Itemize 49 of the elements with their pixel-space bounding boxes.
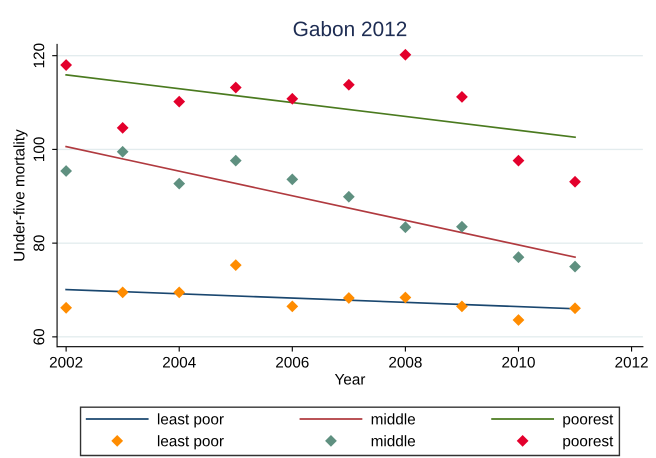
x-tick-label: 2006 bbox=[276, 356, 309, 368]
legend-label: least poor bbox=[158, 435, 224, 450]
legend-label: middle bbox=[372, 435, 416, 446]
point bbox=[512, 314, 524, 326]
y-tick-label: 100 bbox=[34, 137, 44, 161]
point bbox=[286, 300, 298, 312]
point bbox=[60, 165, 72, 177]
point bbox=[230, 155, 242, 166]
point bbox=[343, 191, 354, 202]
chart-title: Gabon 2012 bbox=[294, 20, 406, 36]
x-tick-label: 2004 bbox=[162, 356, 196, 368]
y-axis-title: Under-five mortality bbox=[13, 129, 28, 261]
point bbox=[569, 260, 581, 272]
point bbox=[456, 221, 468, 232]
x-tick-label: 2008 bbox=[389, 356, 422, 368]
x-tick-label: 2010 bbox=[502, 356, 535, 368]
point bbox=[286, 93, 298, 104]
point bbox=[286, 174, 298, 186]
point bbox=[117, 146, 128, 158]
point bbox=[569, 302, 581, 314]
point bbox=[117, 286, 128, 298]
point bbox=[174, 96, 185, 108]
point bbox=[512, 252, 524, 263]
point bbox=[400, 292, 411, 304]
x-tick-label: 2012 bbox=[615, 356, 648, 368]
point bbox=[117, 122, 128, 134]
point bbox=[174, 178, 185, 190]
point bbox=[174, 286, 185, 298]
y-tick-label: 120 bbox=[34, 44, 44, 68]
x-tick-label: 2002 bbox=[50, 356, 82, 368]
point bbox=[400, 222, 411, 233]
point bbox=[60, 59, 72, 71]
point bbox=[456, 300, 468, 312]
y-tick-label: 80 bbox=[34, 235, 44, 251]
x-axis-title: Year bbox=[334, 374, 366, 385]
legend-label: poorest bbox=[563, 414, 614, 428]
y-tick-label: 60 bbox=[34, 328, 44, 345]
point bbox=[60, 302, 72, 314]
legend-label: poorest bbox=[563, 436, 614, 450]
point bbox=[230, 82, 242, 94]
point bbox=[230, 260, 242, 271]
legend-label: middle bbox=[372, 413, 416, 424]
point bbox=[343, 292, 354, 304]
point bbox=[400, 49, 411, 60]
point bbox=[343, 79, 354, 90]
point bbox=[512, 155, 524, 166]
legend-label: least poor bbox=[158, 413, 224, 428]
point bbox=[456, 91, 468, 103]
point bbox=[569, 176, 581, 188]
